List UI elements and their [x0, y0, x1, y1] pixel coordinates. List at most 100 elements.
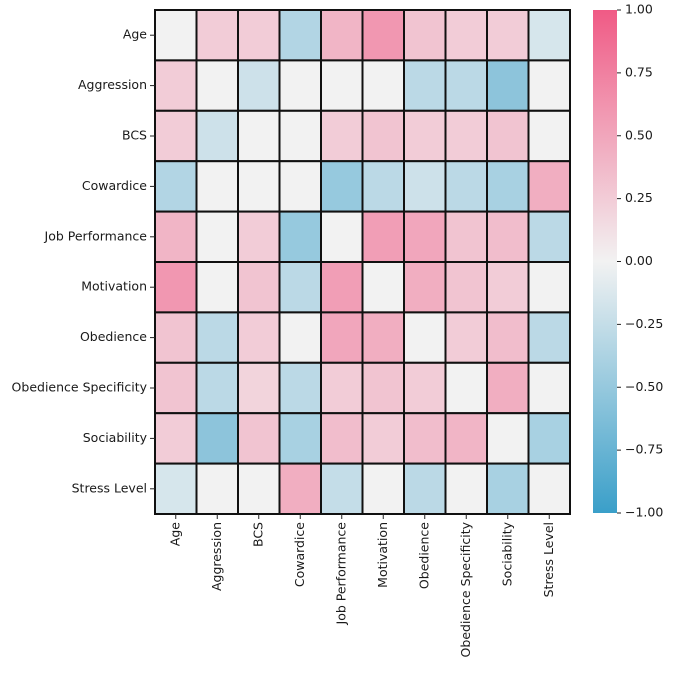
col-label-age: Age	[167, 522, 182, 546]
heatmap-cell-sociability-stress-level	[527, 412, 571, 465]
heatmap-cell-age-age	[154, 9, 198, 62]
col-label-aggression: Aggression	[209, 522, 224, 591]
row-label-cowardice: Cowardice	[82, 178, 147, 193]
heatmap-cell-sociability-obedience-specificity	[444, 412, 488, 465]
heatmap-cell-stress-level-bcs	[237, 462, 281, 516]
heatmap-cell-obedience-aggression	[195, 311, 239, 364]
heatmap-cell-job-performance-sociability	[486, 210, 530, 264]
heatmap-cell-cowardice-age	[154, 160, 198, 213]
heatmap-cell-stress-level-cowardice	[278, 462, 322, 516]
heatmap-cell-bcs-stress-level	[527, 109, 571, 163]
heatmap-cell-obedience-bcs	[237, 311, 281, 364]
heatmap-cell-obedience-specificity-job-performance	[320, 361, 364, 415]
heatmap-cell-motivation-obedience	[403, 261, 447, 314]
heatmap-cell-obedience-motivation	[361, 311, 405, 364]
heatmap-cell-obedience-specificity-obedience-specificity	[444, 361, 488, 415]
heatmap-cell-job-performance-bcs	[237, 210, 281, 264]
row-label-obedience-specificity: Obedience Specificity	[12, 380, 148, 395]
col-label-motivation: Motivation	[375, 522, 390, 588]
heatmap-cell-obedience-stress-level	[527, 311, 571, 364]
heatmap-cell-obedience-specificity-motivation	[361, 361, 405, 415]
heatmap-cell-stress-level-age	[154, 462, 198, 516]
heatmap-cell-aggression-obedience-specificity	[444, 59, 488, 112]
heatmap-cell-bcs-age	[154, 109, 198, 163]
heatmap-cell-stress-level-sociability	[486, 462, 530, 516]
column-labels: Age Aggression BCS Cowardice Job Performance…	[167, 514, 556, 657]
heatmap-cell-job-performance-obedience	[403, 210, 447, 264]
heatmap-cell-obedience-specificity-sociability	[486, 361, 530, 415]
heatmap-cell-job-performance-obedience-specificity	[444, 210, 488, 264]
heatmap-cell-obedience-job-performance	[320, 311, 364, 364]
heatmap-cell-obedience-obedience	[403, 311, 447, 364]
col-label-obedience-specificity: Obedience Specificity	[458, 521, 473, 657]
heatmap-cell-stress-level-job-performance	[320, 462, 364, 516]
heatmap-cell-stress-level-motivation	[361, 462, 405, 516]
heatmap-cell-age-obedience	[403, 9, 447, 62]
heatmap-cell-aggression-age	[154, 59, 198, 112]
colorbar-gradient	[593, 10, 617, 513]
heatmap-cell-bcs-motivation	[361, 109, 405, 163]
col-label-job-performance: Job Performance	[333, 522, 348, 626]
heatmap-cell-sociability-obedience	[403, 412, 447, 465]
col-label-stress-level: Stress Level	[541, 522, 556, 597]
heatmap-cell-obedience-specificity-bcs	[237, 361, 281, 415]
row-label-obedience: Obedience	[80, 329, 147, 344]
row-label-sociability: Sociability	[83, 430, 148, 445]
heatmap-cell-bcs-obedience	[403, 109, 447, 163]
heatmap-cell-stress-level-aggression	[195, 462, 239, 516]
heatmap-cell-motivation-aggression	[195, 261, 239, 314]
heatmap-cell-sociability-cowardice	[278, 412, 322, 465]
heatmap-cell-cowardice-motivation	[361, 160, 405, 213]
heatmap-cell-job-performance-job-performance	[320, 210, 364, 264]
row-label-age: Age	[123, 27, 147, 42]
heatmap-cell-bcs-job-performance	[320, 109, 364, 163]
heatmap-cell-cowardice-aggression	[195, 160, 239, 213]
heatmap-cell-cowardice-obedience	[403, 160, 447, 213]
heatmap-cell-obedience-sociability	[486, 311, 530, 364]
heatmap-cell-bcs-sociability	[486, 109, 530, 163]
colorbar-tick-label: −0.25	[625, 316, 663, 331]
heatmap-cell-aggression-cowardice	[278, 59, 322, 112]
heatmap-cell-aggression-aggression	[195, 59, 239, 112]
heatmap-cell-obedience-specificity-obedience	[403, 361, 447, 415]
heatmap-cell-age-cowardice	[278, 9, 322, 62]
heatmap-cell-cowardice-cowardice	[278, 160, 322, 213]
col-label-sociability: Sociability	[499, 521, 514, 586]
heatmap-cell-sociability-bcs	[237, 412, 281, 465]
heatmap-cell-motivation-cowardice	[278, 261, 322, 314]
colorbar-tick-label: 0.25	[625, 190, 653, 205]
colorbar-tick-label: −0.50	[625, 379, 663, 394]
heatmap-cell-obedience-specificity-stress-level	[527, 361, 571, 415]
heatmap-cell-job-performance-age	[154, 210, 198, 264]
heatmap-cell-obedience-specificity-age	[154, 361, 198, 415]
heatmap-cell-aggression-stress-level	[527, 59, 571, 112]
heatmap-cell-bcs-aggression	[195, 109, 239, 163]
heatmap-cell-aggression-obedience	[403, 59, 447, 112]
heatmap-cell-motivation-stress-level	[527, 261, 571, 314]
heatmap-cell-sociability-aggression	[195, 412, 239, 465]
heatmap-cell-age-bcs	[237, 9, 281, 62]
col-label-bcs: BCS	[250, 522, 265, 547]
heatmap-cell-age-aggression	[195, 9, 239, 62]
row-label-aggression: Aggression	[78, 77, 147, 92]
heatmap-cell-sociability-sociability	[486, 412, 530, 465]
heatmap-cell-age-job-performance	[320, 9, 364, 62]
heatmap-cell-aggression-motivation	[361, 59, 405, 112]
colorbar-tick-label: 0.50	[625, 127, 653, 142]
heatmap-cell-motivation-obedience-specificity	[444, 261, 488, 314]
row-label-motivation: Motivation	[81, 279, 147, 294]
heatmap-cell-aggression-bcs	[237, 59, 281, 112]
heatmap-cell-bcs-bcs	[237, 109, 281, 163]
heatmap-cell-aggression-sociability	[486, 59, 530, 112]
heatmap-cell-age-sociability	[486, 9, 530, 62]
row-label-stress-level: Stress Level	[72, 480, 147, 495]
heatmap-cell-job-performance-cowardice	[278, 210, 322, 264]
heatmap-cells	[154, 9, 571, 516]
heatmap-cell-motivation-age	[154, 261, 198, 314]
heatmap-cell-cowardice-stress-level	[527, 160, 571, 213]
colorbar-tick-label: 0.75	[625, 64, 653, 79]
heatmap-cell-motivation-bcs	[237, 261, 281, 314]
heatmap-cell-job-performance-stress-level	[527, 210, 571, 264]
